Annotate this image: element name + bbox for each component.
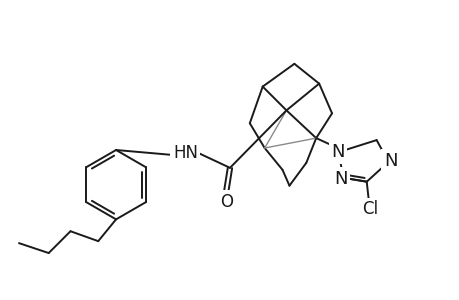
Text: N: N	[334, 170, 347, 188]
Text: HN: HN	[173, 144, 197, 162]
Text: N: N	[383, 152, 397, 170]
Text: Cl: Cl	[362, 200, 378, 218]
Text: N: N	[330, 143, 344, 161]
Text: O: O	[220, 193, 233, 211]
